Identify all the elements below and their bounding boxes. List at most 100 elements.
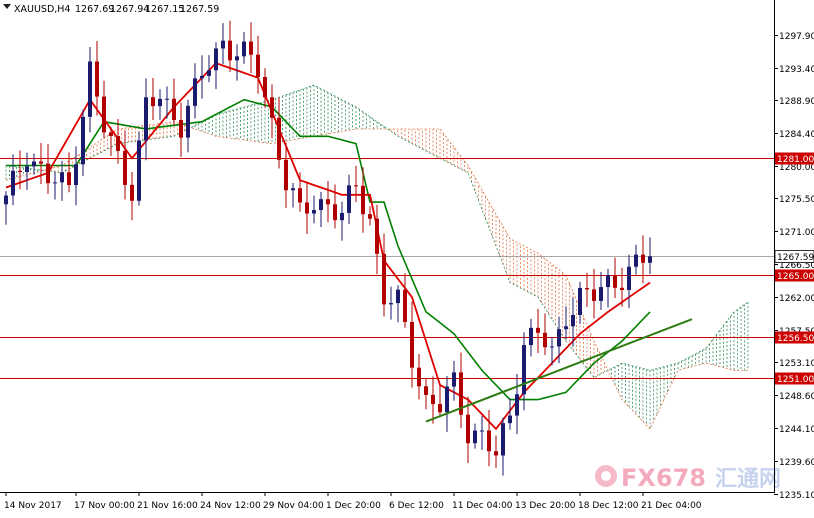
support-trendline[interactable]: [425, 318, 693, 423]
candle[interactable]: [74, 146, 78, 206]
candle[interactable]: [102, 80, 106, 139]
candle[interactable]: [452, 360, 456, 401]
candle[interactable]: [242, 31, 246, 64]
candle[interactable]: [53, 171, 57, 200]
candle[interactable]: [557, 316, 561, 364]
candle[interactable]: [249, 22, 253, 73]
candle[interactable]: [501, 417, 505, 476]
candle[interactable]: [263, 68, 267, 108]
candle[interactable]: [81, 109, 85, 177]
candle[interactable]: [305, 182, 309, 235]
candle-body: [333, 204, 337, 221]
candle[interactable]: [634, 244, 638, 275]
candle[interactable]: [95, 41, 99, 116]
candle[interactable]: [235, 44, 239, 81]
candle[interactable]: [60, 160, 64, 201]
candle[interactable]: [480, 416, 484, 450]
candle[interactable]: [46, 144, 50, 194]
candle[interactable]: [529, 318, 533, 357]
collapse-arrow-icon[interactable]: [3, 4, 11, 9]
candle[interactable]: [333, 184, 337, 229]
candle[interactable]: [193, 63, 197, 119]
candle[interactable]: [200, 55, 204, 99]
candle[interactable]: [39, 143, 43, 185]
candle[interactable]: [11, 154, 15, 206]
candle[interactable]: [606, 268, 610, 308]
candle[interactable]: [466, 396, 470, 464]
candle[interactable]: [32, 153, 36, 175]
candle[interactable]: [319, 192, 323, 227]
candle[interactable]: [256, 35, 260, 94]
candle[interactable]: [550, 336, 554, 366]
candle[interactable]: [382, 233, 386, 317]
candle[interactable]: [221, 23, 225, 65]
candle[interactable]: [347, 174, 351, 224]
candle[interactable]: [431, 376, 435, 424]
candle[interactable]: [361, 167, 365, 233]
candle[interactable]: [291, 182, 295, 208]
candle[interactable]: [270, 84, 274, 139]
candle[interactable]: [522, 332, 526, 411]
candle[interactable]: [473, 423, 477, 449]
candle[interactable]: [326, 181, 330, 223]
candle[interactable]: [508, 398, 512, 430]
candle[interactable]: [620, 267, 624, 307]
candle-body: [11, 170, 15, 196]
candle[interactable]: [123, 130, 127, 200]
candle[interactable]: [130, 171, 134, 221]
candle[interactable]: [396, 285, 400, 323]
candle[interactable]: [354, 165, 358, 202]
candle[interactable]: [277, 97, 281, 169]
candle[interactable]: [4, 191, 8, 225]
candle[interactable]: [627, 254, 631, 309]
candle[interactable]: [578, 281, 582, 324]
level-tag-bg: [775, 152, 814, 165]
candle[interactable]: [599, 272, 603, 310]
candle-body: [354, 185, 358, 187]
candle[interactable]: [137, 131, 141, 206]
candle[interactable]: [438, 384, 442, 417]
candle[interactable]: [585, 272, 589, 307]
candle[interactable]: [228, 20, 232, 72]
candle[interactable]: [67, 152, 71, 193]
candle[interactable]: [151, 78, 155, 120]
candle[interactable]: [144, 78, 148, 161]
candle[interactable]: [389, 286, 393, 320]
candle[interactable]: [641, 235, 645, 284]
candle[interactable]: [368, 206, 372, 226]
candle[interactable]: [284, 142, 288, 208]
candle[interactable]: [298, 172, 302, 212]
candle-body: [599, 287, 603, 301]
candle[interactable]: [515, 374, 519, 435]
candle[interactable]: [186, 99, 190, 153]
candle[interactable]: [543, 313, 547, 356]
candle[interactable]: [403, 273, 407, 328]
candle[interactable]: [571, 297, 575, 347]
candle[interactable]: [536, 308, 540, 354]
candle[interactable]: [25, 152, 29, 190]
candle[interactable]: [18, 150, 22, 190]
candle[interactable]: [109, 127, 113, 157]
candle[interactable]: [88, 47, 92, 133]
candle[interactable]: [172, 78, 176, 126]
candle[interactable]: [592, 268, 596, 319]
candle[interactable]: [494, 435, 498, 468]
candle[interactable]: [417, 354, 421, 400]
candle[interactable]: [312, 195, 316, 224]
candle[interactable]: [564, 306, 568, 340]
candle[interactable]: [340, 201, 344, 241]
candle[interactable]: [648, 237, 652, 275]
candle[interactable]: [165, 86, 169, 119]
candle[interactable]: [116, 119, 120, 164]
candle[interactable]: [410, 301, 414, 388]
candle[interactable]: [179, 102, 183, 157]
candle[interactable]: [375, 204, 379, 275]
candle[interactable]: [487, 410, 491, 467]
candle[interactable]: [424, 378, 428, 410]
candle[interactable]: [214, 42, 218, 90]
candle[interactable]: [459, 352, 463, 429]
candle[interactable]: [445, 376, 449, 432]
candle[interactable]: [613, 257, 617, 298]
candle[interactable]: [158, 89, 162, 120]
candle[interactable]: [207, 55, 211, 83]
